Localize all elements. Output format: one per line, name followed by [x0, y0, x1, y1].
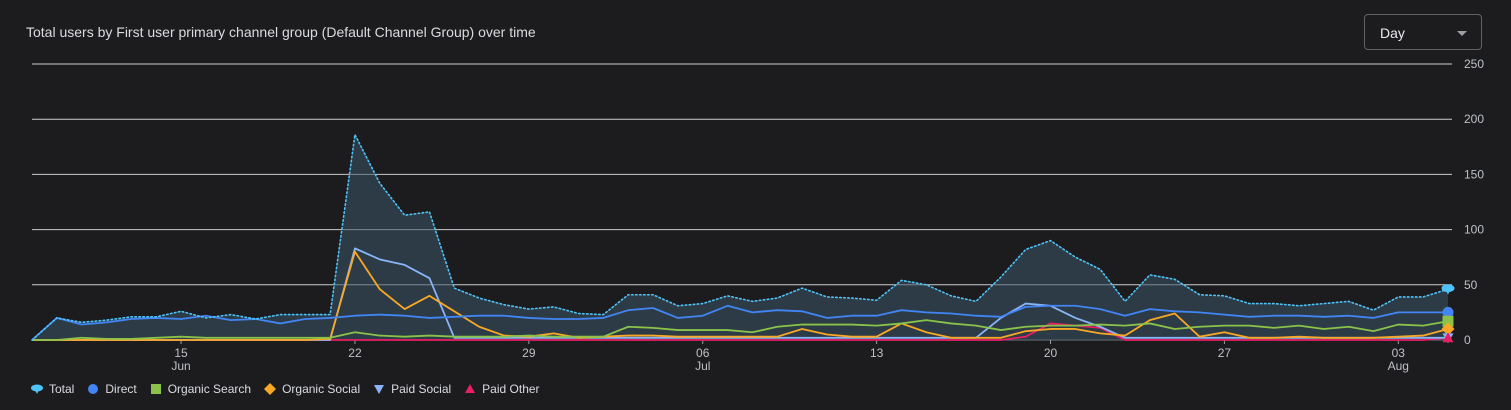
x-tick-label: 27 [1218, 346, 1232, 360]
x-tick-label: 06 [696, 346, 710, 360]
square-icon [1442, 315, 1454, 327]
total-icon-tip [35, 390, 39, 394]
series-end-markers [1441, 284, 1455, 344]
x-tick-label: 13 [870, 346, 884, 360]
triangle-down-icon [374, 385, 385, 394]
legend-item-organic-search[interactable]: Organic Search [149, 382, 251, 396]
y-tick-label: 50 [1464, 278, 1478, 292]
triangle-down-icon [374, 385, 385, 394]
x-tick-label: 22 [348, 346, 362, 360]
x-tick-label: 20 [1044, 346, 1058, 360]
total-icon [1441, 284, 1455, 295]
legend-item-organic-social[interactable]: Organic Social [263, 382, 360, 396]
y-tick-label: 150 [1464, 167, 1484, 181]
x-tick-month-label: Jun [171, 359, 190, 373]
legend: Total Direct Organic Search Organic Social P… [30, 382, 540, 396]
x-tick-label: 03 [1392, 346, 1406, 360]
y-tick-label: 200 [1464, 112, 1484, 126]
circle-icon [88, 384, 99, 394]
total-icon-top [1441, 284, 1455, 293]
total-area [32, 134, 1448, 340]
total-icon-top [31, 384, 43, 392]
diamond-icon [1441, 322, 1455, 336]
legend-item-direct[interactable]: Direct [86, 382, 137, 396]
series-line-direct [31, 304, 1448, 341]
square-icon [150, 384, 161, 394]
x-tick-month-label: Aug [1388, 359, 1409, 373]
total-area-fill [32, 134, 1448, 340]
x-tick-label: 15 [174, 346, 188, 360]
diamond-icon [264, 383, 277, 395]
y-tick-label: 250 [1464, 57, 1484, 71]
diamond-icon [264, 383, 277, 395]
legend-label: Total [49, 382, 75, 396]
series-line-organic-search [32, 319, 1449, 341]
circle-icon [1442, 306, 1454, 318]
legend-label: Paid Social [391, 382, 452, 396]
y-tick-label: 100 [1464, 223, 1484, 237]
y-tick-label: 0 [1464, 333, 1471, 347]
square-icon [150, 384, 161, 394]
series-line-total [31, 132, 1449, 341]
total-icon [31, 384, 43, 394]
triangle-up-icon [465, 384, 476, 393]
series-lines [31, 132, 1449, 341]
legend-item-paid-social[interactable]: Paid Social [372, 382, 451, 396]
total-icon-tip [1446, 290, 1450, 295]
y-axis: 0 50 100 150 200 250 [1464, 57, 1484, 347]
legend-label: Organic Social [282, 382, 361, 396]
legend-item-paid-other[interactable]: Paid Other [463, 382, 540, 396]
granularity-dropdown[interactable]: Day [1364, 14, 1482, 50]
triangle-up-icon [465, 384, 476, 393]
x-tick-label: 29 [522, 346, 536, 360]
legend-item-total[interactable]: Total [30, 382, 74, 396]
circle-icon [88, 384, 99, 394]
chart-grid [32, 63, 1452, 341]
chart-title: Total users by First user primary channe… [26, 24, 536, 40]
series-line-organic-social [32, 250, 1449, 341]
triangle-up-icon [1442, 332, 1454, 343]
legend-label: Organic Search [167, 382, 252, 396]
chevron-down-icon [1457, 31, 1467, 36]
granularity-value: Day [1380, 25, 1405, 41]
legend-label: Direct [105, 382, 137, 396]
legend-label: Paid Other [482, 382, 540, 396]
x-tick-month-label: Jul [695, 359, 710, 373]
total-icon [31, 384, 43, 394]
